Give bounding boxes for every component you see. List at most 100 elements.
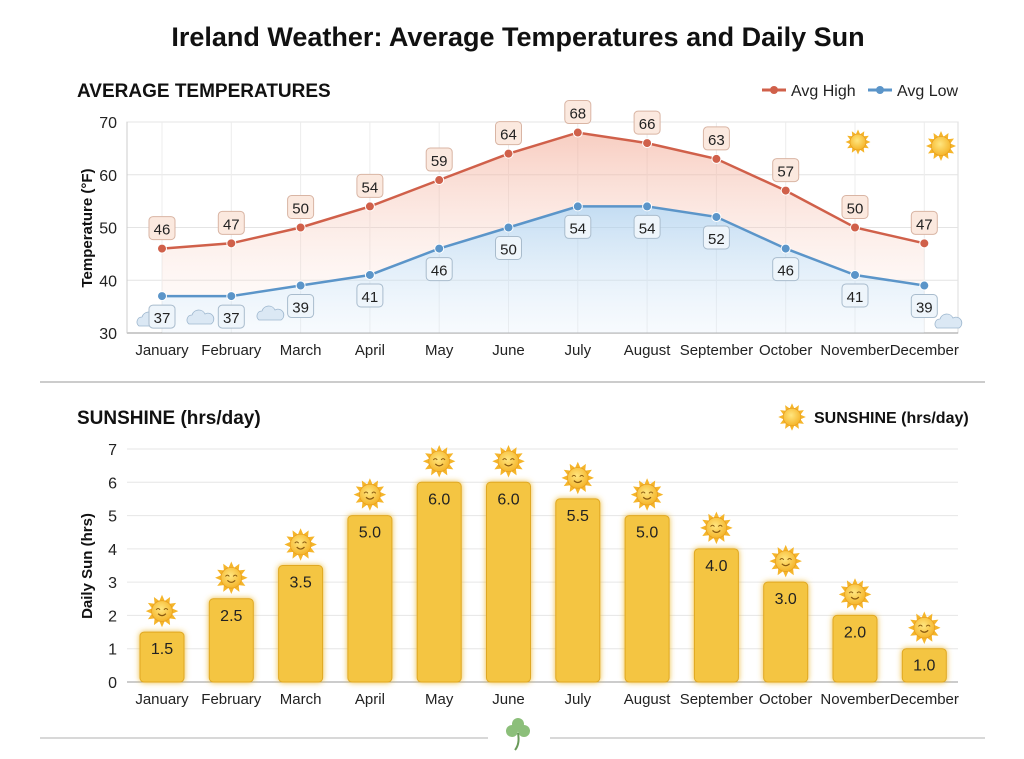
sun-icon — [561, 461, 594, 495]
avg-low-point — [780, 243, 791, 254]
sun-smile — [850, 596, 860, 600]
temp-x-tick: May — [425, 342, 454, 359]
sun-x-tick: September — [680, 691, 753, 708]
sun-x-tick: November — [820, 691, 889, 708]
low-area — [162, 206, 925, 333]
shamrock-icon — [506, 718, 530, 751]
sun-disc — [220, 566, 243, 589]
sun-eyes — [779, 558, 792, 561]
sun-eyes — [640, 491, 654, 494]
avg-high-label-box — [148, 216, 176, 241]
sun-smile — [781, 563, 791, 567]
temp-x-tick: June — [492, 342, 525, 359]
temp-y-tick: 50 — [99, 221, 117, 238]
sun-smile — [712, 530, 721, 534]
avg-high-point — [226, 238, 237, 249]
sun-bar — [278, 565, 324, 683]
sun-disc — [931, 135, 952, 156]
temp-x-tick: August — [624, 342, 672, 359]
sun-y-tick: 1 — [108, 642, 117, 659]
sun-bar — [208, 598, 254, 683]
avg-low-label: 39 — [916, 300, 933, 317]
avg-low-label: 46 — [431, 263, 448, 280]
avg-low-label-box — [425, 257, 453, 282]
avg-high-label: 66 — [639, 116, 656, 133]
high-area — [162, 132, 925, 297]
sun-icon — [908, 611, 941, 644]
avg-low-label-box — [495, 236, 522, 260]
sun-x-tick: June — [492, 691, 525, 708]
sun-y-tick: 2 — [108, 608, 117, 625]
sun-eyes — [432, 458, 446, 461]
avg-low-point — [919, 280, 930, 291]
sun-eyes — [848, 591, 862, 594]
temp-x-tick: September — [680, 342, 753, 359]
sun-x-tick: April — [355, 691, 385, 708]
cloud-icon — [186, 309, 215, 325]
sun-disc — [636, 483, 658, 506]
sun-bar-label: 5.5 — [567, 508, 589, 525]
avg-high-label-box — [772, 158, 800, 183]
avg-low-label-box — [356, 283, 384, 308]
sun-disc — [849, 133, 867, 151]
sun-chart-title: SUNSHINE (hrs/day) — [77, 408, 261, 429]
sun-bar-label: 5.0 — [636, 525, 658, 542]
avg-low-label-box — [564, 214, 592, 239]
avg-low-label: 54 — [639, 220, 656, 237]
sun-eyes — [710, 524, 723, 527]
avg-low-label: 41 — [847, 289, 864, 306]
avg-low-label-box — [910, 294, 938, 319]
sun-icon — [926, 131, 956, 161]
sun-smile — [296, 546, 305, 550]
sun-bar — [763, 581, 809, 683]
sun-disc — [151, 600, 173, 622]
avg-high-label: 68 — [569, 106, 586, 123]
sun-x-tick: May — [425, 691, 454, 708]
sun-disc — [844, 583, 866, 606]
sun-disc — [428, 450, 451, 473]
sun-icon — [422, 445, 456, 478]
sun-bar — [832, 614, 878, 683]
avg-low-label-box — [217, 304, 245, 329]
sun-y-tick: 5 — [108, 509, 117, 526]
sun-icon — [492, 445, 525, 478]
avg-high-point — [919, 238, 930, 249]
sun-y-label: Daily Sun (hrs) — [79, 513, 96, 619]
sun-bar — [555, 498, 601, 683]
temp-chart-title: AVERAGE TEMPERATURES — [77, 81, 331, 102]
avg-low-label: 41 — [362, 289, 379, 306]
sun-smile — [434, 463, 444, 467]
avg-low-label-box — [702, 225, 730, 250]
avg-high-point — [780, 185, 791, 196]
avg-low-label-box — [633, 214, 661, 239]
temp-y-tick: 70 — [99, 115, 117, 132]
avg-high-label-box — [633, 110, 661, 135]
temp-x-tick: February — [201, 342, 262, 359]
avg-low-label-box — [841, 283, 869, 308]
avg-low-point — [434, 243, 445, 254]
sun-eyes — [363, 491, 377, 494]
temp-x-tick: December — [890, 342, 959, 359]
temp-y-tick: 30 — [99, 326, 117, 343]
sun-x-tick: August — [624, 691, 672, 708]
sun-eyes — [225, 574, 238, 577]
avg-high-label: 54 — [362, 179, 379, 196]
temp-legend: Avg High Avg Low — [762, 83, 959, 100]
sun-y-tick: 0 — [108, 675, 117, 692]
avg-low-point — [226, 291, 237, 302]
cloud-icon — [934, 313, 963, 329]
avg-high-label-box — [287, 195, 315, 219]
legend-avg-low: Avg Low — [897, 83, 959, 100]
sun-bar-label: 2.0 — [844, 624, 866, 641]
sun-y-tick: 4 — [108, 542, 117, 559]
avg-high-label: 50 — [847, 201, 864, 218]
sun-disc — [289, 533, 312, 556]
sun-x-tick: July — [564, 691, 591, 708]
temp-x-tick: November — [820, 342, 889, 359]
avg-low-label: 50 — [500, 242, 517, 259]
avg-low-point — [503, 222, 514, 233]
sun-x-tick: February — [201, 691, 262, 708]
sun-eyes — [502, 458, 515, 461]
sun-icon — [845, 129, 871, 155]
